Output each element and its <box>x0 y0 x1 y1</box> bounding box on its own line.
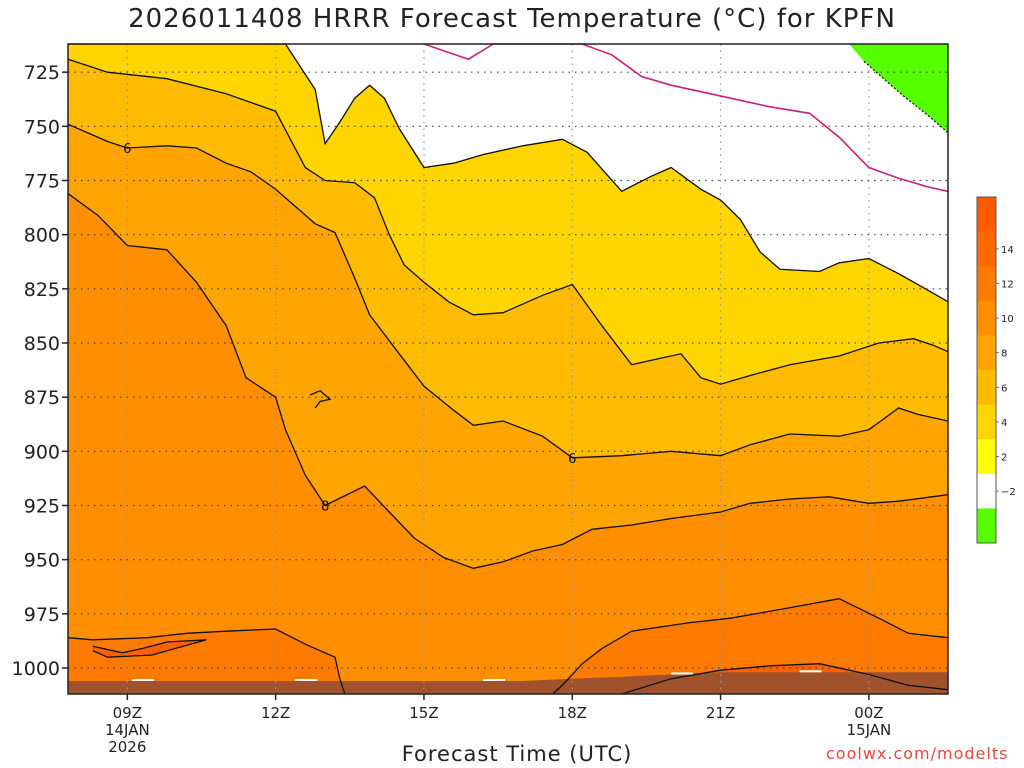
colorbar-legend: 14 12 10 8 6 4 2 −2 <box>976 196 1016 544</box>
ground-marker <box>799 670 822 673</box>
colorbar-segment <box>977 439 996 475</box>
contour-label: 8 <box>321 500 329 515</box>
credit-text: coolwx.com/modelts <box>826 744 1009 763</box>
colorbar-segment <box>977 231 996 267</box>
x-tick-label: 00Z <box>854 704 883 722</box>
y-axis: 725 750 775 800 825 850 875 900 925 950 975 1000 <box>12 62 68 680</box>
ground-marker <box>132 679 155 681</box>
x-tick-label: 09Z <box>113 704 142 722</box>
temperature-fill-bands <box>68 44 948 694</box>
x-axis-title: Forecast Time (UTC) <box>401 742 633 766</box>
x-tick-date: 14JAN <box>105 721 150 739</box>
contour-6 <box>67 123 949 459</box>
band-below-zero <box>849 44 948 133</box>
ground-marker <box>671 672 694 675</box>
y-tick-label: 825 <box>24 279 60 301</box>
y-tick-label: 925 <box>24 496 60 518</box>
contour-labels: 6 6 8 <box>123 142 576 515</box>
contour-label: 6 <box>568 452 576 467</box>
contour-2 <box>68 43 949 303</box>
colorbar-border <box>976 196 997 544</box>
colorbar-segment <box>977 335 996 371</box>
y-tick-label: 1000 <box>12 658 60 680</box>
x-tick-date: 15JAN <box>847 721 892 739</box>
x-tick-label: 15Z <box>409 704 438 722</box>
ground-marker <box>483 679 506 681</box>
ground-fill <box>68 672 948 694</box>
grid-lines <box>68 44 948 694</box>
plot-border <box>67 43 949 695</box>
colorbar-label: 14 <box>1001 245 1014 256</box>
colorbar-label: 4 <box>1001 418 1007 429</box>
contour-8 <box>67 192 949 569</box>
x-tick-label: 12Z <box>261 704 290 722</box>
x-tick-label: 21Z <box>706 704 735 722</box>
colorbar-segment <box>977 404 996 440</box>
colorbar-label: 10 <box>1001 314 1014 325</box>
colorbar-label: 12 <box>1001 280 1014 291</box>
colorbar-segment <box>977 508 996 544</box>
contour-10-left <box>67 628 346 695</box>
x-tick-year: 2026 <box>108 738 146 756</box>
contour-4 <box>67 58 949 385</box>
band-10-12-left <box>68 629 345 694</box>
y-tick-label: 800 <box>24 225 60 247</box>
colorbar-label: 8 <box>1001 349 1007 360</box>
colorbar-segment <box>977 300 996 336</box>
y-tick-label: 750 <box>24 116 60 138</box>
band-0-2 <box>68 44 948 302</box>
y-tick-label: 975 <box>24 604 60 626</box>
colorbar-label: −2 <box>1001 487 1016 498</box>
colorbar-segment <box>977 370 996 406</box>
colorbar-segment <box>977 266 996 302</box>
y-tick-label: 875 <box>24 387 60 409</box>
contour-lines <box>67 43 949 695</box>
ground-layer <box>68 670 948 694</box>
contour-12-right <box>621 663 949 695</box>
colorbar-segment <box>977 197 996 233</box>
colorbar-segment <box>977 473 996 509</box>
contour-minus-2 <box>863 60 949 134</box>
chart-title: 2026011408 HRRR Forecast Temperature (°C… <box>128 4 896 34</box>
contour-12-left <box>92 639 207 658</box>
y-tick-label: 725 <box>24 62 60 84</box>
y-tick-label: 900 <box>24 441 60 463</box>
y-tick-label: 850 <box>24 333 60 355</box>
band-8-10-bottom <box>68 193 948 694</box>
y-tick-label: 775 <box>24 171 60 193</box>
colorbar-label: 6 <box>1001 383 1007 394</box>
contour-label: 6 <box>123 142 131 157</box>
colorbar-label: 2 <box>1001 453 1007 464</box>
plot-frame <box>67 43 949 695</box>
y-tick-label: 950 <box>24 550 60 572</box>
x-tick-label: 18Z <box>558 704 587 722</box>
ground-marker <box>295 679 318 681</box>
contour-8-blob <box>309 389 332 409</box>
contour-10-right <box>552 598 949 695</box>
